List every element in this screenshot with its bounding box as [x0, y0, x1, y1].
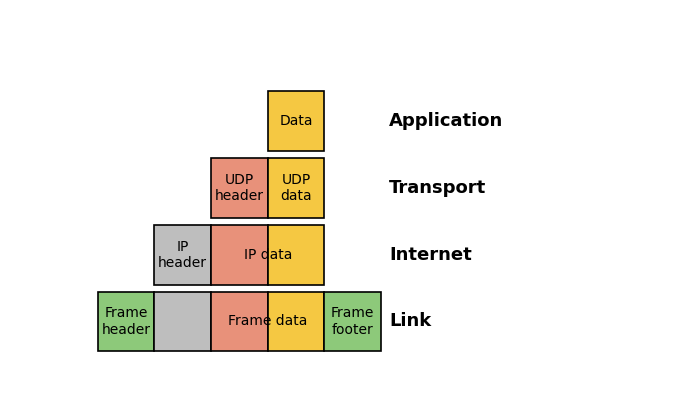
Text: IP
header: IP header	[158, 240, 207, 270]
Text: Link: Link	[389, 312, 432, 330]
Text: Frame data: Frame data	[228, 315, 308, 328]
Bar	[211, 292, 268, 351]
Text: UDP
header: UDP header	[215, 173, 264, 203]
Bar	[155, 225, 211, 285]
Text: Data: Data	[279, 114, 313, 128]
Text: Internet: Internet	[389, 246, 472, 264]
Text: Frame
footer: Frame footer	[331, 306, 374, 337]
Bar	[155, 292, 211, 351]
Text: Frame
header: Frame header	[102, 306, 150, 337]
Text: Application: Application	[389, 112, 503, 130]
Bar	[324, 292, 381, 351]
Text: Transport: Transport	[389, 179, 487, 197]
Bar	[268, 292, 324, 351]
Text: IP data: IP data	[244, 248, 292, 262]
Bar	[268, 158, 324, 218]
Bar	[268, 225, 324, 285]
Bar	[97, 292, 155, 351]
Bar	[211, 158, 268, 218]
Bar	[211, 225, 268, 285]
Text: UDP
data: UDP data	[280, 173, 312, 203]
Bar	[268, 91, 324, 151]
